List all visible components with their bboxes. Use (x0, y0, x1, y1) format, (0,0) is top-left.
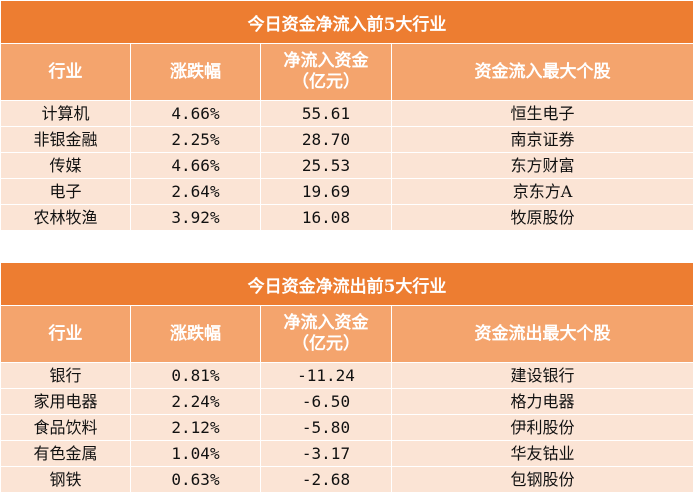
cell-change-pct: 2.64% (130, 178, 261, 205)
table-row: 计算机 4.66% 55.61 恒生电子 (0, 100, 693, 127)
table-row: 农林牧渔 3.92% 16.08 牧原股份 (0, 204, 693, 231)
cell-net-flow: -3.17 (260, 440, 392, 467)
cell-net-flow: 16.08 (260, 204, 392, 231)
cell-industry: 电子 (0, 178, 131, 205)
cell-net-flow: -5.80 (260, 414, 392, 441)
header-net-inflow: 净流入资金 （亿元） (260, 43, 392, 101)
cell-change-pct: 2.12% (130, 414, 261, 441)
header-industry: 行业 (0, 43, 131, 101)
header-change-pct: 涨跌幅 (130, 305, 261, 363)
table-row: 银行 0.81% -11.24 建设银行 (0, 362, 693, 389)
cell-industry: 家用电器 (0, 388, 131, 415)
inflow-title-row: 今日资金净流入前5大行业 (0, 0, 693, 44)
table-row: 家用电器 2.24% -6.50 格力电器 (0, 388, 693, 415)
cell-net-flow: -2.68 (260, 466, 392, 493)
cell-industry: 食品饮料 (0, 414, 131, 441)
inflow-table: 今日资金净流入前5大行业 行业 涨跌幅 净流入资金 （亿元） 资金流入最大个股 … (0, 0, 693, 231)
inflow-table-title: 今日资金净流入前5大行业 (0, 0, 693, 44)
header-net-inflow: 净流入资金 （亿元） (260, 305, 392, 363)
cell-industry: 钢铁 (0, 466, 131, 493)
cell-change-pct: 3.92% (130, 204, 261, 231)
inflow-header-row: 行业 涨跌幅 净流入资金 （亿元） 资金流入最大个股 (0, 43, 693, 101)
header-industry: 行业 (0, 305, 131, 363)
cell-net-flow: 25.53 (260, 152, 392, 179)
cell-industry: 农林牧渔 (0, 204, 131, 231)
outflow-table-title: 今日资金净流出前5大行业 (0, 262, 693, 306)
outflow-title-row: 今日资金净流出前5大行业 (0, 262, 693, 306)
header-top-stock: 资金流入最大个股 (390, 43, 693, 101)
table-row: 有色金属 1.04% -3.17 华友钴业 (0, 440, 693, 467)
header-net-inflow-label: 净流入资金 （亿元） (283, 313, 369, 354)
cell-top-stock: 恒生电子 (390, 100, 693, 127)
cell-change-pct: 4.66% (130, 100, 261, 127)
outflow-table: 今日资金净流出前5大行业 行业 涨跌幅 净流入资金 （亿元） 资金流出最大个股 … (0, 262, 693, 493)
header-change-pct: 涨跌幅 (130, 43, 261, 101)
header-net-inflow-label: 净流入资金 （亿元） (283, 51, 369, 92)
header-top-stock: 资金流出最大个股 (390, 305, 693, 363)
table-row: 钢铁 0.63% -2.68 包钢股份 (0, 466, 693, 493)
cell-change-pct: 2.24% (130, 388, 261, 415)
cell-change-pct: 2.25% (130, 126, 261, 153)
cell-top-stock: 京东方A (390, 178, 693, 205)
cell-industry: 非银金融 (0, 126, 131, 153)
cell-industry: 计算机 (0, 100, 131, 127)
cell-net-flow: -6.50 (260, 388, 392, 415)
table-row: 传媒 4.66% 25.53 东方财富 (0, 152, 693, 179)
cell-top-stock: 南京证券 (390, 126, 693, 153)
cell-industry: 有色金属 (0, 440, 131, 467)
cell-net-flow: 28.70 (260, 126, 392, 153)
cell-top-stock: 牧原股份 (390, 204, 693, 231)
cell-net-flow: 19.69 (260, 178, 392, 205)
cell-top-stock: 华友钴业 (390, 440, 693, 467)
cell-industry: 传媒 (0, 152, 131, 179)
cell-net-flow: -11.24 (260, 362, 392, 389)
cell-top-stock: 伊利股份 (390, 414, 693, 441)
cell-change-pct: 1.04% (130, 440, 261, 467)
table-row: 电子 2.64% 19.69 京东方A (0, 178, 693, 205)
table-row: 非银金融 2.25% 28.70 南京证券 (0, 126, 693, 153)
cell-net-flow: 55.61 (260, 100, 392, 127)
cell-top-stock: 包钢股份 (390, 466, 693, 493)
cell-industry: 银行 (0, 362, 131, 389)
cell-top-stock: 格力电器 (390, 388, 693, 415)
cell-change-pct: 0.81% (130, 362, 261, 389)
cell-top-stock: 建设银行 (390, 362, 693, 389)
cell-change-pct: 4.66% (130, 152, 261, 179)
cell-top-stock: 东方财富 (390, 152, 693, 179)
cell-change-pct: 0.63% (130, 466, 261, 493)
outflow-header-row: 行业 涨跌幅 净流入资金 （亿元） 资金流出最大个股 (0, 305, 693, 363)
table-row: 食品饮料 2.12% -5.80 伊利股份 (0, 414, 693, 441)
